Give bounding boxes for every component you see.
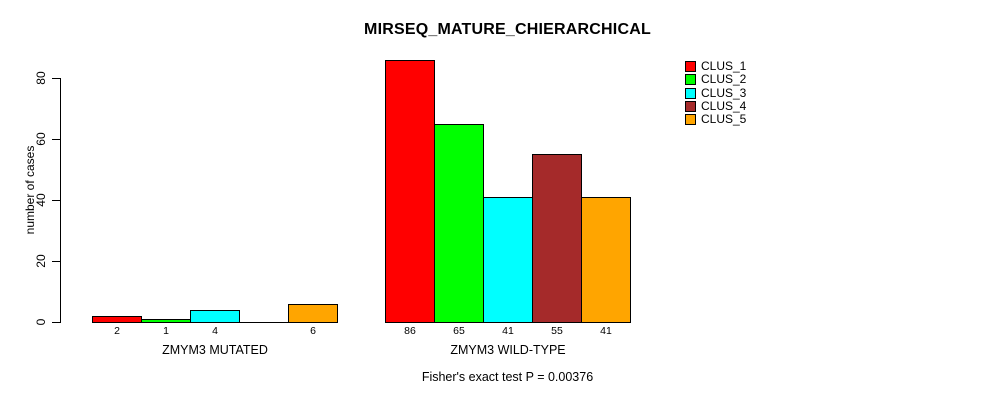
y-tick-label: 40: [34, 193, 48, 207]
bar-clus-3-group2: [483, 197, 533, 323]
category-label: ZMYM3 WILD-TYPE: [450, 343, 566, 357]
legend-swatch-clus-1: [685, 61, 696, 72]
legend-label: CLUS_3: [701, 86, 747, 100]
legend-label: CLUS_2: [701, 72, 747, 86]
legend-label: CLUS_5: [701, 112, 747, 126]
bar-value-label: 1: [163, 325, 169, 337]
bar-clus-1-group1: [92, 316, 142, 323]
y-tick-mark: [52, 261, 60, 262]
legend-item: CLUS_2: [685, 73, 746, 86]
bar-value-label: 4: [212, 325, 218, 337]
y-tick-label: 20: [34, 254, 48, 268]
legend-swatch-clus-3: [685, 88, 696, 99]
category-label: ZMYM3 MUTATED: [162, 343, 268, 357]
bar-value-label: 2: [114, 325, 120, 337]
y-tick-label: 0: [34, 318, 48, 326]
legend-label: CLUS_4: [701, 99, 747, 113]
legend-swatch-clus-2: [685, 74, 696, 85]
legend-item: CLUS_3: [685, 87, 746, 100]
bar-value-label: 6: [310, 325, 316, 337]
bar-clus-2-group2: [434, 124, 484, 323]
legend-swatch-clus-4: [685, 101, 696, 112]
y-tick-label: 80: [34, 71, 48, 85]
y-tick-mark: [52, 139, 60, 140]
y-axis-line: [60, 78, 61, 323]
legend-item: CLUS_4: [685, 100, 746, 113]
y-tick-mark: [52, 200, 60, 201]
bar-clus-3-group1: [190, 310, 240, 323]
bar-clus-5-group1: [288, 304, 338, 323]
y-tick-mark: [52, 322, 60, 323]
bar-value-label: 86: [404, 325, 416, 337]
legend-swatch-clus-5: [685, 114, 696, 125]
legend-item: CLUS_1: [685, 60, 746, 73]
y-tick-label: 60: [34, 132, 48, 146]
bar-clus-5-group2: [581, 197, 631, 323]
fisher-test-annotation: Fisher's exact test P = 0.00376: [421, 370, 594, 384]
bar-clus-1-group2: [385, 60, 435, 323]
bar-value-label: 55: [551, 325, 563, 337]
y-tick-mark: [52, 78, 60, 79]
bar-value-label: 65: [453, 325, 465, 337]
bar-value-label: 41: [600, 325, 612, 337]
chart-title: MIRSEQ_MATURE_CHIERARCHICAL: [364, 21, 651, 38]
bar-clus-2-group1: [141, 319, 191, 323]
legend-label: CLUS_1: [701, 59, 747, 73]
legend-item: CLUS_5: [685, 113, 746, 126]
bar-clus-4-group2: [532, 154, 582, 323]
bar-value-label: 41: [502, 325, 514, 337]
